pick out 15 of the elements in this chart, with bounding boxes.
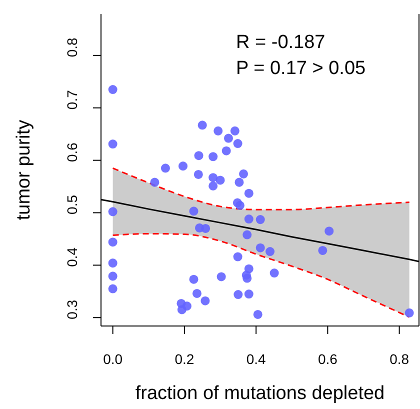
y-tick-label: 0.8 — [64, 37, 80, 58]
x-tick-label: 0.0 — [103, 350, 123, 367]
y-tick-label: 0.5 — [64, 194, 80, 214]
x-tick-label: 0.8 — [390, 350, 410, 367]
x-tick-label: 0.2 — [174, 350, 194, 367]
annotation: P = 0.17 > 0.05 — [236, 57, 366, 81]
x-tick-label: 0.6 — [318, 350, 338, 367]
annotation: R = -0.187 — [236, 31, 326, 55]
y-axis-title: tumor purity — [14, 119, 34, 220]
y-tick-label: 0.6 — [64, 142, 80, 162]
y-tick-label: 0.3 — [64, 300, 80, 320]
y-tick-label: 0.7 — [64, 90, 80, 110]
y-tick-label: 0.4 — [64, 247, 80, 267]
x-tick-label: 0.4 — [246, 350, 266, 367]
x-axis-title: fraction of mutations depleted — [135, 383, 385, 404]
